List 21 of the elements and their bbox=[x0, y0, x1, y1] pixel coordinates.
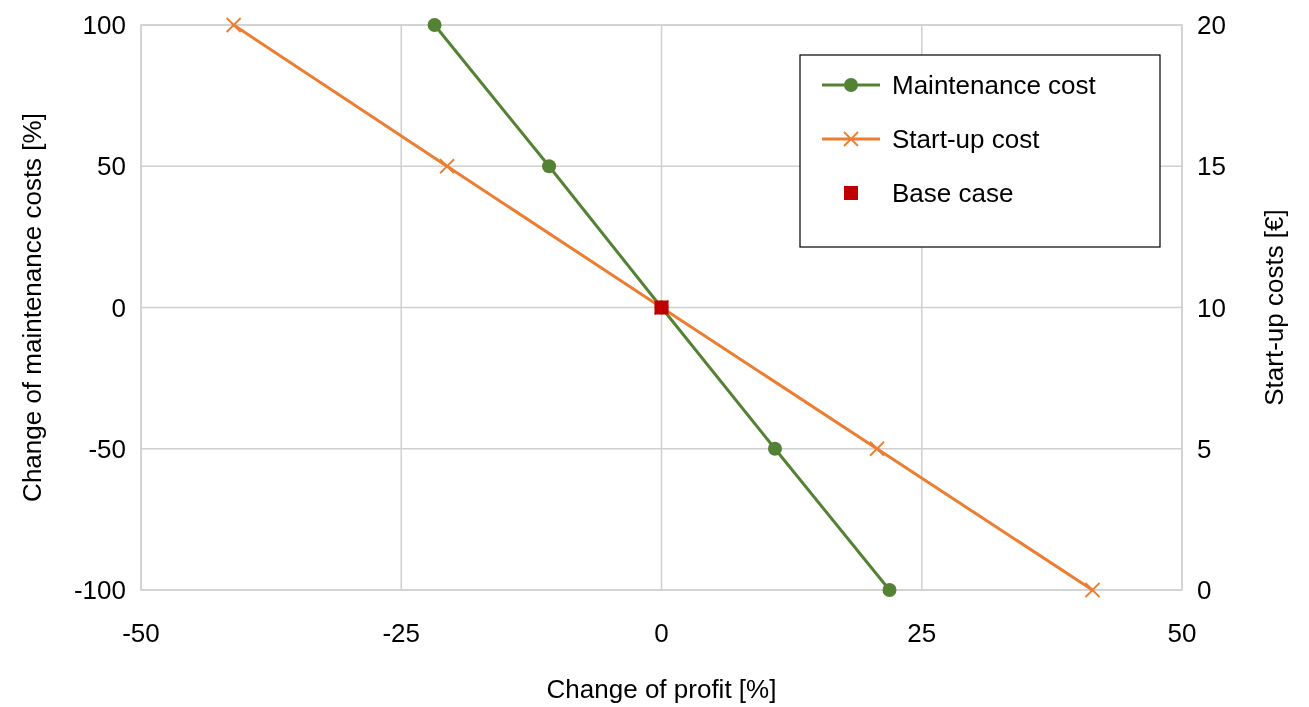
y-tick-label: 0 bbox=[111, 292, 126, 323]
legend-label: Maintenance cost bbox=[892, 70, 1097, 100]
y2-tick-label: 10 bbox=[1197, 292, 1226, 323]
x-tick-label: -25 bbox=[382, 618, 421, 648]
legend-label: Base case bbox=[892, 178, 1014, 208]
y2-tick-label: 0 bbox=[1197, 575, 1212, 605]
legend-label: Start-up cost bbox=[892, 124, 1041, 154]
y-tick-label: -50 bbox=[88, 433, 126, 464]
x-tick-label: 0 bbox=[654, 618, 669, 648]
y2-tick-label: 20 bbox=[1197, 10, 1226, 40]
y2-tick-label: 5 bbox=[1197, 433, 1212, 464]
x-tick-label: 25 bbox=[907, 618, 937, 648]
x-axis-title: Change of profit [%] bbox=[546, 674, 777, 704]
y-tick-label: 100 bbox=[82, 10, 126, 40]
y2-axis-title: Start-up costs [€] bbox=[1259, 209, 1289, 406]
y-tick-label: 50 bbox=[97, 151, 126, 182]
x-tick-label: 50 bbox=[1167, 618, 1197, 648]
y2-tick-label: 15 bbox=[1197, 151, 1226, 182]
x-tick-label: -50 bbox=[122, 618, 160, 648]
y-axis-title: Change of maintenance costs [%] bbox=[17, 113, 47, 502]
y-tick-label: -100 bbox=[73, 575, 126, 605]
